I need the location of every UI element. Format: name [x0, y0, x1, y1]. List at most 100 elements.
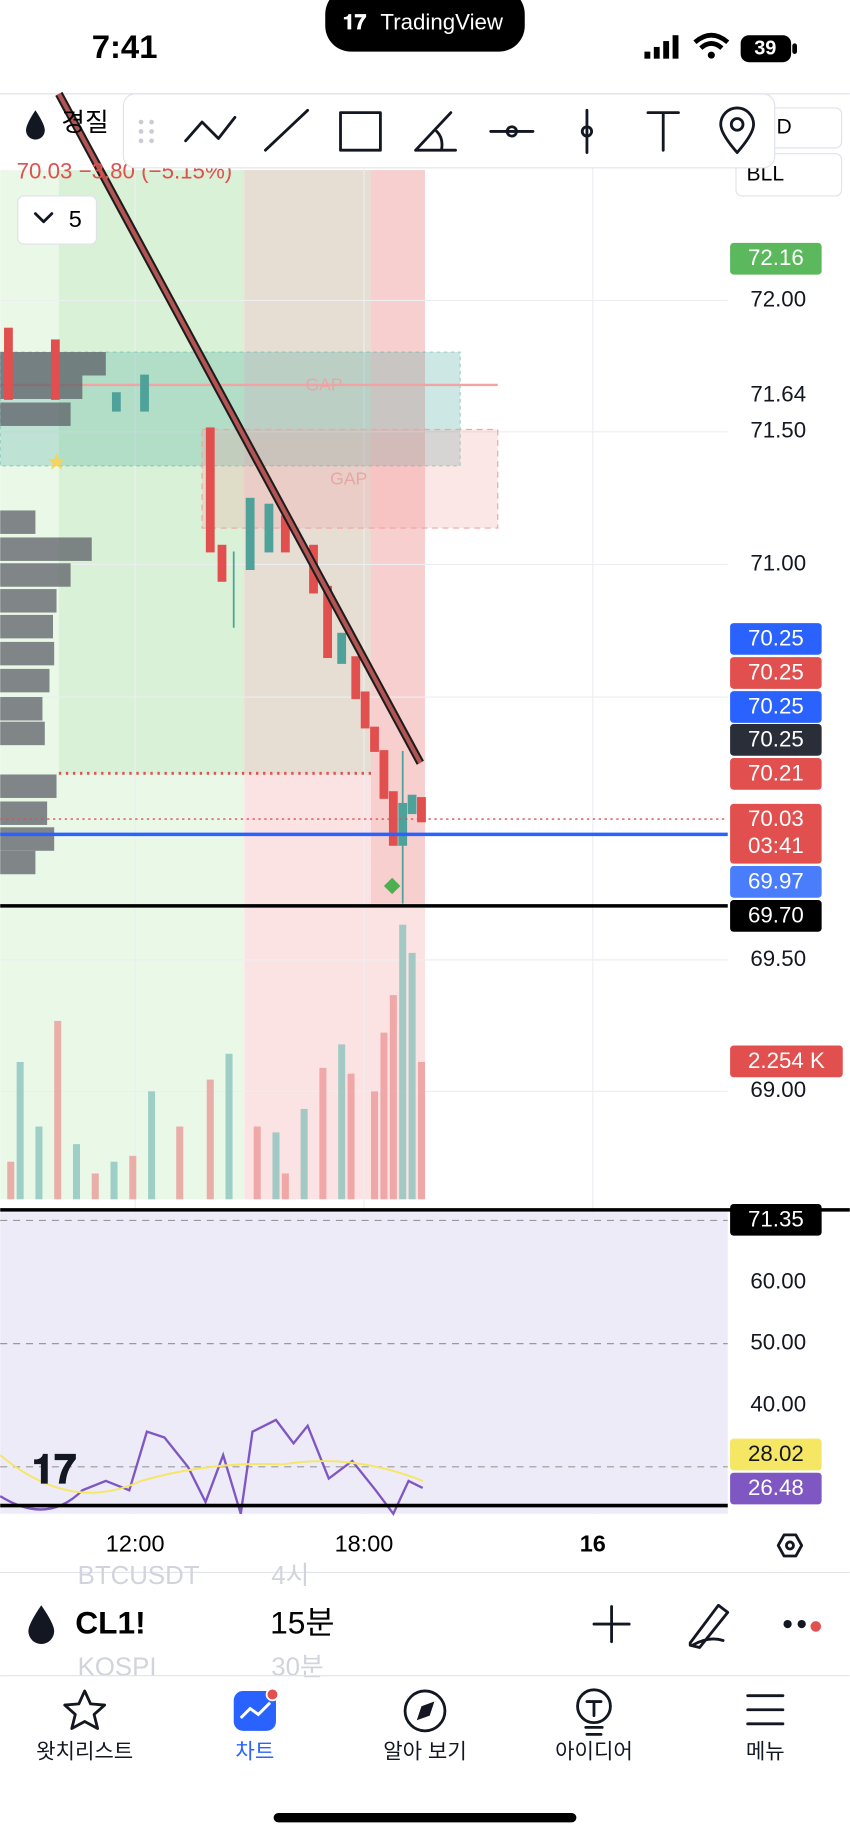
time-tick: 18:00	[335, 1531, 394, 1557]
ghost-symbol: KOSPI	[78, 1653, 157, 1681]
price-badge: 72.16	[748, 245, 804, 270]
price-badge: 70.21	[748, 760, 804, 785]
nav-label[interactable]: 메뉴	[746, 1740, 785, 1764]
price-axis: 72.16 72.00 71.64 71.50 71.00 70.25 70.2…	[730, 242, 843, 1102]
battery-level: 39	[754, 38, 776, 60]
badge	[730, 758, 822, 790]
price-tick: 69.00	[750, 1077, 806, 1102]
candles	[4, 327, 426, 904]
nav-label[interactable]: 왓치리스트	[36, 1740, 133, 1764]
badge	[730, 803, 822, 864]
price-badge: 69.70	[748, 902, 804, 927]
zone-pink-strong	[371, 170, 425, 904]
nav-badge	[265, 1687, 280, 1702]
signal-marker	[383, 877, 401, 895]
price-tick: 72.00	[750, 286, 806, 311]
price-badge: 70.25	[748, 659, 804, 684]
battery	[740, 35, 792, 63]
badge	[730, 724, 822, 756]
battery-tip	[792, 43, 797, 54]
nav-label[interactable]: 차트	[235, 1740, 274, 1764]
countdown: 03:41	[748, 833, 804, 858]
nav-icon[interactable]	[576, 1688, 612, 1725]
app-name: TradingView	[380, 9, 504, 34]
rsi-tick: 40.00	[750, 1392, 806, 1417]
tool-pin[interactable]	[719, 106, 755, 154]
indicator-count: 5	[69, 206, 82, 232]
rsi-axis: 71.35 60.00 50.00 40.00 28.02 26.48	[730, 1203, 822, 1505]
tool-text[interactable]	[646, 111, 680, 152]
interval[interactable]: 15분	[270, 1605, 334, 1641]
indicator-toggle[interactable]	[17, 195, 98, 245]
price-badge: 70.25	[748, 625, 804, 650]
rsi-ma	[0, 1454, 424, 1494]
nav-label[interactable]: 알아 보기	[383, 1740, 467, 1764]
tv-logo: 𝟏𝟕	[32, 1448, 76, 1492]
home-indicator	[273, 1813, 577, 1823]
tool-rect[interactable]	[339, 111, 382, 152]
symbol-icon	[28, 1605, 55, 1645]
symbol-icon	[26, 110, 45, 140]
badge	[730, 1472, 822, 1505]
trendline	[57, 92, 423, 764]
gap-label: GAP	[306, 375, 343, 395]
star-marker: ★	[46, 449, 67, 475]
price-tick: 71.00	[750, 550, 806, 575]
interval-short: D	[776, 115, 791, 138]
badge	[730, 1203, 822, 1236]
volume-bars	[7, 924, 425, 1200]
signal	[644, 35, 679, 59]
rsi-ma-badge: 28.02	[748, 1441, 804, 1466]
tool-angle[interactable]	[414, 111, 457, 152]
ghost-symbol: BTCUSDT	[78, 1562, 200, 1590]
badge	[730, 1438, 822, 1471]
rsi-line	[0, 1418, 424, 1517]
settings-icon[interactable]	[776, 1533, 804, 1558]
price-tick: 71.64	[750, 381, 806, 406]
add-button[interactable]	[592, 1605, 631, 1644]
time-tick: 12:00	[106, 1531, 165, 1557]
badge	[730, 900, 822, 932]
time-tick: 16	[580, 1531, 606, 1557]
gap-label: GAP	[330, 469, 367, 489]
badge	[730, 866, 822, 898]
tool-trend[interactable]	[184, 115, 237, 143]
rsi-tick: 50.00	[750, 1330, 806, 1355]
wifi	[693, 32, 730, 50]
clock: 7:41	[92, 28, 158, 65]
nav-icon[interactable]	[63, 1689, 107, 1730]
badge	[730, 657, 822, 689]
badge	[730, 1045, 843, 1078]
ghost-interval: 4시	[271, 1562, 309, 1590]
price-badge: 69.97	[748, 868, 804, 893]
rsi-tick: 60.00	[750, 1268, 806, 1293]
price-badge: 70.25	[748, 726, 804, 751]
nav-label[interactable]: 아이디어	[555, 1740, 633, 1764]
last-price: 70.03	[748, 806, 804, 831]
nav-icon[interactable]	[746, 1694, 785, 1726]
rsi-badge: 26.48	[748, 1475, 804, 1500]
tv-mark: 𝟏𝟕	[343, 11, 367, 34]
volume-badge: 2.254 K	[748, 1048, 825, 1073]
symbol-name: 경질	[61, 108, 108, 137]
rsi-badge: 71.35	[748, 1206, 804, 1231]
drawing-toolbar	[122, 93, 776, 169]
more-button[interactable]	[783, 1619, 822, 1632]
volume-profile	[0, 352, 106, 875]
price-tick: 71.50	[750, 418, 806, 443]
ghost-interval: 30분	[271, 1653, 323, 1681]
dynamic-island	[325, 0, 525, 52]
rsi-band	[0, 1212, 728, 1514]
nav-icon[interactable]	[403, 1689, 447, 1733]
badge	[730, 623, 822, 655]
wifi-dot	[707, 51, 715, 59]
price-badge: 70.25	[748, 693, 804, 718]
chevron	[33, 212, 54, 224]
badge	[730, 242, 822, 275]
symbol[interactable]: CL1!	[75, 1605, 145, 1641]
draw-button[interactable]	[688, 1603, 730, 1649]
badge	[730, 691, 822, 723]
tool-line[interactable]	[264, 108, 310, 152]
